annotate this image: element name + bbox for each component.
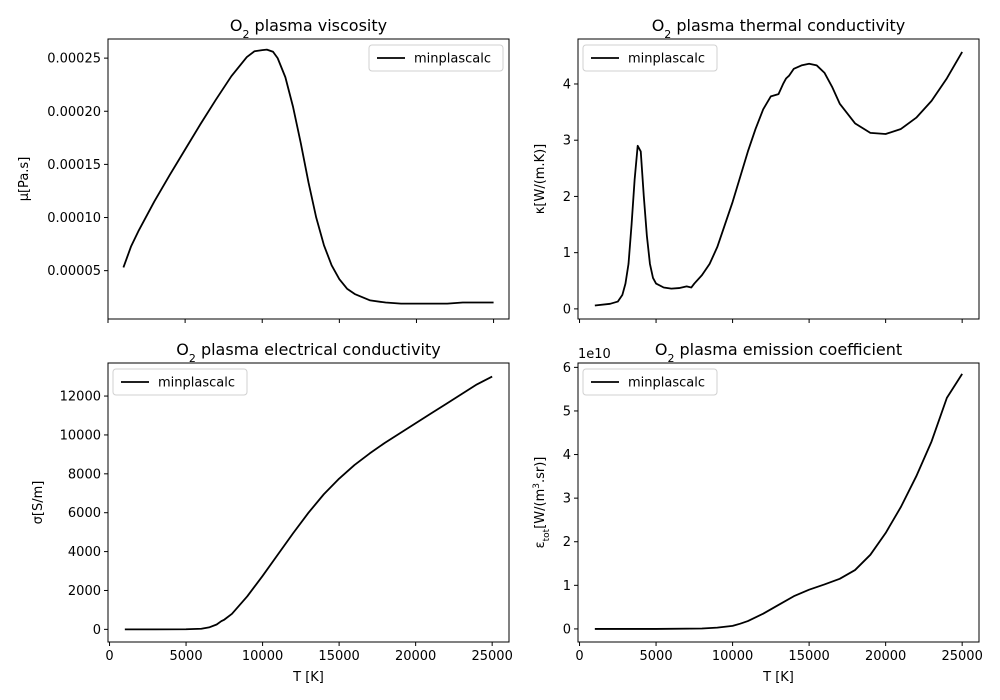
axes-frame [107,362,510,643]
y-axis-label: κ[W/(m.K)] [533,144,548,215]
series-line-minplascalc [594,373,963,630]
y-tick-label: 0.00005 [47,264,101,279]
chart-title-subscript: 2 [242,28,249,41]
y-tick-label: 12000 [60,390,101,405]
x-tick-label: 0 [575,649,583,664]
y-tick-label: 0.00010 [47,211,101,226]
x-tick-label: 15000 [788,649,829,664]
y-tick-label: 0.00015 [47,158,101,173]
x-tick-label: 10000 [712,649,753,664]
legend-label: minplascalc [158,376,235,391]
y-axis-label: εtot[W/(m3.sr)] [532,457,552,549]
y-axis-label: μ[Pa.s] [17,157,32,202]
y-tick-label: 8000 [68,467,101,482]
x-tick-label: 25000 [471,649,512,664]
legend-box [112,368,248,396]
legend: minplascalc [112,368,248,396]
axes-frame [577,362,980,643]
legend-box [368,44,504,72]
chart-title-main: O [655,340,668,359]
y-axis-label-end: .sr)] [533,457,548,483]
y-axis-label-subscript: tot [542,528,552,541]
chart-title-subscript: 2 [667,352,674,365]
legend-box [582,368,718,396]
y-tick-label: 3 [563,492,571,507]
y-tick-label: 0 [563,622,571,637]
y-tick-label: 6 [563,361,571,376]
chart-title: O2 plasma thermal conductivity [652,16,906,41]
x-tick-label: 5000 [170,649,203,664]
y-tick-label: 2000 [68,584,101,599]
chart-title-rest: plasma emission coefficient [674,340,902,359]
axes-frame [107,38,510,320]
chart-title-main: O [652,16,665,35]
y-tick-label: 10000 [60,428,101,443]
y-tick-label: 4000 [68,545,101,560]
y-tick-label: 1 [563,246,571,261]
x-tick-label: 10000 [242,649,283,664]
series-line-minplascalc [124,375,493,631]
y-tick-label: 4 [563,448,571,463]
y-axis-label-superscript: 3 [532,483,542,489]
chart-title-subscript: 2 [189,352,196,365]
legend-label: minplascalc [414,52,491,67]
y-tick-label: 2 [563,535,571,550]
subplot-electrical-conductivity: O2 plasma electrical conductivity 0 5000 10… [31,340,513,685]
y-tick-label: 6000 [68,506,101,521]
chart-title-subscript: 2 [664,28,671,41]
x-tick-label: 0 [105,649,113,664]
y-tick-label: 0 [563,302,571,317]
y-tick-label: 5 [563,404,571,419]
x-tick-label: 5000 [640,649,673,664]
series-line-minplascalc [122,48,494,305]
legend-box [582,44,718,72]
legend-label: minplascalc [628,52,705,67]
chart-title-rest: plasma viscosity [249,16,387,35]
x-tick-label: 20000 [395,649,436,664]
chart-title-rest: plasma thermal conductivity [671,16,905,35]
y-tick-label: 2 [563,190,571,205]
y-tick-label: 4 [563,77,571,92]
chart-title: O2 plasma electrical conductivity [176,340,440,365]
subplot-thermal-conductivity: O2 plasma thermal conductivity01234κ[W/(… [533,16,980,323]
chart-title-main: O [176,340,189,359]
y-tick-label: 0 [93,623,101,638]
axis-offset-text: 1e10 [578,347,611,362]
chart-title-rest: plasma electrical conductivity [196,340,441,359]
y-axis-label-main: ε [533,541,548,548]
x-tick-label: 20000 [865,649,906,664]
chart-title: O2 plasma viscosity [230,16,387,41]
x-axis-label: T [K] [292,670,324,685]
y-axis-label: σ[S/m] [31,481,46,525]
subplot-viscosity: O2 plasma viscosity 0.00005 0.00010 0.00015… [17,16,510,323]
legend: minplascalc [582,368,718,396]
legend: minplascalc [368,44,504,72]
x-tick-label: 15000 [318,649,359,664]
chart-title-main: O [230,16,243,35]
y-tick-label: 0.00020 [47,105,101,120]
y-axis-label-rest: [W/(m [533,489,548,529]
x-axis-label: T [K] [762,670,794,685]
chart-title: O2 plasma emission coefficient [655,340,902,365]
y-tick-label: 1 [563,579,571,594]
axes-frame [577,38,980,320]
y-tick-label: 3 [563,134,571,149]
legend: minplascalc [582,44,718,72]
legend-label: minplascalc [628,376,705,391]
y-tick-label: 0.00025 [47,52,101,67]
x-tick-label: 25000 [941,649,982,664]
series-line-minplascalc [594,51,963,307]
